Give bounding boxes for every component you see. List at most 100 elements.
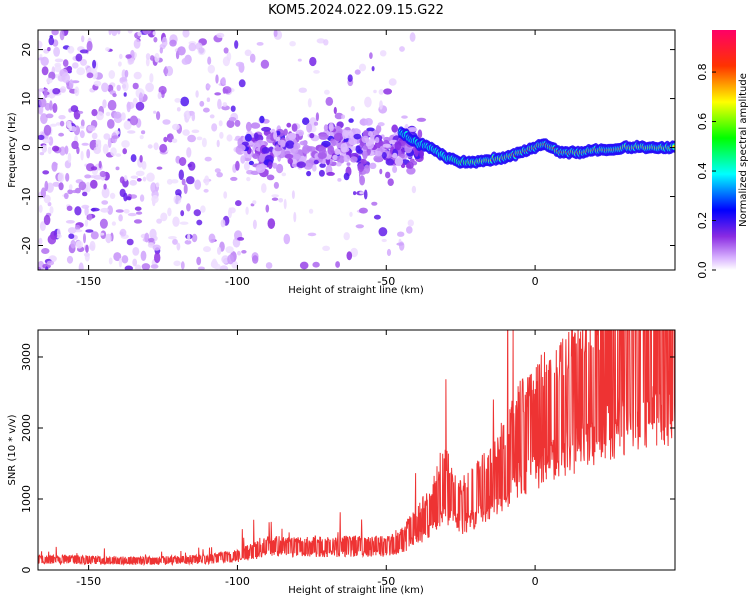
heatmap-cell [39,221,46,232]
heatmap-cell [107,137,112,148]
heatmap-cell [99,232,105,236]
heatmap-cell [166,178,173,185]
colorbar-gradient [712,30,736,270]
heatmap-cell [318,169,325,177]
heatmap-cell [38,97,47,108]
heatmap-cell [100,207,109,213]
heatmap-cell [406,161,414,169]
heatmap-cell [86,40,93,52]
heatmap-cell [78,110,84,114]
heatmap-cell [302,117,310,125]
heatmap-cell [252,219,257,230]
heatmap-cell [369,162,377,169]
heatmap-cell [130,154,137,163]
heatmap-cell [161,42,168,46]
heatmap-cell [245,121,252,132]
heatmap-cell [118,61,122,67]
heatmap-cell [47,146,52,155]
heatmap-cell [44,180,49,192]
heatmap-cell [237,250,241,256]
heatmap-cell [354,69,361,75]
heatmap-cell [147,242,155,248]
heatmap-cell [200,205,206,213]
heatmap-cell [51,30,59,36]
heatmap-cell [366,127,375,132]
heatmap-cell [150,264,159,269]
heatmap-cell [306,146,316,152]
heatmap-cell [123,92,127,97]
heatmap-cell [118,214,123,222]
heatmap-cell [123,175,128,182]
heatmap-cell [98,160,102,169]
heatmap-cell [69,184,73,190]
heatmap-cell [72,189,78,194]
heatmap-cell [84,174,92,179]
heatmap-cell [105,111,111,117]
heatmap-cell [316,38,326,44]
heatmap-cell [188,161,196,171]
heatmap-cell [153,142,159,151]
heatmap-cell [322,245,330,251]
heatmap-cell [107,119,115,129]
heatmap-cell [42,170,50,175]
heatmap-cell [170,179,179,184]
heatmap-cell [243,161,250,171]
heatmap-cell [204,156,212,162]
heatmap-cell [179,221,189,225]
heatmap-cell [323,124,329,132]
heatmap-cell [186,176,195,185]
heatmap-cell [401,115,408,119]
heatmap-cell [176,242,181,251]
heatmap-cell [68,233,75,239]
heatmap-cell [163,67,169,75]
heatmap-cell [41,66,49,76]
heatmap-cell [49,206,54,214]
heatmap-cell [132,82,139,90]
heatmap-cell [223,191,228,199]
heatmap-cell [236,144,246,152]
heatmap-cell [186,203,191,212]
heatmap-cell [135,170,145,177]
heatmap-cell [368,131,374,137]
heatmap-cell [132,247,140,256]
heatmap-cell [95,111,104,121]
heatmap-cell [52,145,60,152]
heatmap-cell [381,152,387,159]
heatmap-cell [378,227,388,237]
heatmap-cell [136,178,142,182]
heatmap-cell [74,206,82,216]
heatmap-cell [38,204,43,213]
heatmap-cell [49,100,53,111]
heatmap-cell [208,233,216,244]
heatmap-cell [230,105,236,112]
heatmap-cell [283,198,287,210]
heatmap-cell [56,228,61,237]
heatmap-cell [125,54,132,59]
y-tick-label: 20 [20,43,33,57]
heatmap-cell [150,182,157,193]
heatmap-cell [67,189,74,195]
heatmap-cell [187,134,197,143]
heatmap-cell [297,58,302,62]
heatmap-cell [178,157,187,166]
heatmap-cell [46,260,55,266]
heatmap-cell [102,99,107,109]
heatmap-cell [67,152,72,163]
heatmap-cell [145,53,151,60]
heatmap-cell [38,89,41,100]
heatmap-cell [152,244,161,251]
heatmap-cell [160,212,168,222]
heatmap-cell [283,128,288,136]
heatmap-cell [377,122,385,127]
heatmap-cell [50,123,57,127]
heatmap-cell [148,237,155,243]
heatmap-cell [228,117,237,122]
heatmap-cell [350,247,358,258]
heatmap-cell [248,160,254,166]
heatmap-cell [214,92,222,96]
heatmap-cell [151,195,159,204]
heatmap-cell [142,176,147,182]
heatmap-cell [154,252,161,264]
heatmap-cell [52,181,60,187]
heatmap-cell [209,114,215,119]
